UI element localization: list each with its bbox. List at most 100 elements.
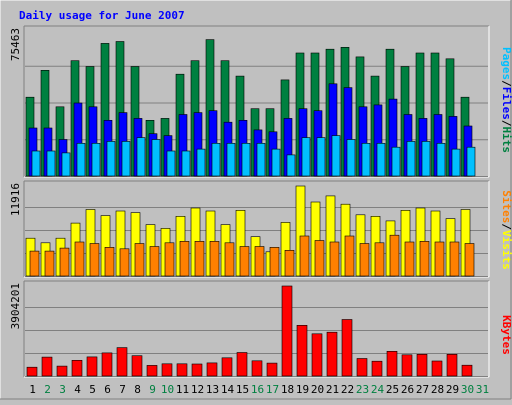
bar-kbytes-day-7 [116, 347, 128, 377]
bar-sites-day-4 [74, 241, 85, 277]
bar-sites-day-28 [434, 241, 445, 277]
panel-kbytes: 3904201 KBytes [9, 280, 512, 378]
x-tick-label: 21 [326, 383, 339, 396]
legend-item: Hits [500, 127, 512, 154]
bar-pages-day-10 [166, 150, 176, 177]
bar-kbytes-day-12 [191, 363, 203, 377]
bar-sites-day-17 [269, 247, 280, 277]
bar-kbytes-day-6 [101, 352, 113, 377]
bar-kbytes-day-11 [176, 363, 188, 377]
legend-kbytes: KBytes [500, 315, 512, 355]
bar-kbytes-day-16 [251, 360, 263, 377]
bar-kbytes-day-20 [311, 333, 323, 377]
bar-kbytes-day-18 [281, 285, 293, 377]
x-tick-label: 4 [74, 383, 81, 396]
bar-kbytes-day-26 [401, 354, 413, 377]
x-tick-label: 26 [401, 383, 414, 396]
bar-sites-day-14 [224, 242, 235, 277]
bar-sites-day-3 [59, 247, 70, 277]
x-tick-label: 8 [134, 383, 141, 396]
panel-visits-sites: 11916 Sites/Visits [9, 180, 512, 278]
bar-kbytes-day-8 [131, 355, 143, 377]
bar-kbytes-day-30 [461, 364, 473, 377]
x-tick-label: 14 [221, 383, 235, 396]
bar-pages-day-25 [391, 146, 401, 177]
x-tick-label: 11 [176, 383, 189, 396]
bar-pages-day-7 [121, 141, 131, 177]
bar-sites-day-11 [179, 241, 190, 277]
bar-kbytes-day-22 [341, 319, 353, 377]
legend-item: Files [500, 87, 512, 120]
bar-pages-day-26 [406, 141, 416, 177]
bar-sites-day-18 [284, 250, 295, 277]
bar-pages-day-21 [331, 135, 341, 177]
bar-sites-day-7 [119, 248, 130, 277]
legend-item: Sites [500, 190, 512, 223]
bar-pages-day-5 [91, 143, 101, 177]
bar-sites-day-6 [104, 247, 115, 277]
x-tick-label: 24 [371, 383, 385, 396]
x-tick-label: 31 [476, 383, 489, 396]
bar-pages-day-9 [151, 139, 161, 177]
bar-kbytes-day-29 [446, 353, 458, 377]
bar-kbytes-day-25 [386, 350, 398, 377]
x-tick-label: 25 [386, 383, 399, 396]
bar-sites-day-5 [89, 243, 100, 277]
bar-sites-day-29 [449, 241, 460, 277]
bar-kbytes-day-17 [266, 362, 278, 377]
x-tick-label: 22 [341, 383, 354, 396]
bar-sites-day-19 [299, 235, 310, 277]
bar-pages-day-16 [256, 143, 266, 177]
bar-sites-day-25 [389, 234, 400, 277]
bar-sites-day-13 [209, 241, 220, 277]
bar-pages-day-15 [241, 143, 251, 177]
bar-sites-day-22 [344, 235, 355, 277]
x-tick-label: 18 [281, 383, 294, 396]
bar-pages-day-4 [76, 143, 86, 177]
bar-pages-day-12 [196, 148, 206, 177]
bar-kbytes-day-28 [431, 360, 443, 377]
bar-sites-day-2 [44, 250, 55, 277]
bar-pages-day-2 [46, 150, 56, 177]
bar-sites-day-9 [149, 246, 160, 277]
chart-title: Daily usage for June 2007 [19, 9, 185, 22]
bar-kbytes-day-13 [206, 362, 218, 377]
bar-kbytes-day-9 [146, 365, 158, 377]
bar-pages-day-29 [451, 148, 461, 177]
x-tick-label: 13 [206, 383, 219, 396]
bar-kbytes-day-27 [416, 353, 428, 377]
x-tick-label: 6 [104, 383, 111, 396]
bar-pages-day-30 [466, 146, 476, 177]
bar-pages-day-14 [226, 143, 236, 177]
bar-pages-day-11 [181, 150, 191, 177]
x-tick-label: 30 [461, 383, 474, 396]
x-tick-label: 5 [89, 383, 96, 396]
bar-pages-day-17 [271, 148, 281, 177]
x-tick-label: 2 [44, 383, 51, 396]
bar-kbytes-day-2 [41, 356, 53, 377]
bar-pages-day-24 [376, 143, 386, 177]
bar-kbytes-day-23 [356, 358, 368, 377]
x-tick-label: 29 [446, 383, 459, 396]
bar-pages-day-22 [346, 139, 356, 177]
x-tick-label: 17 [266, 383, 279, 396]
x-tick-label: 10 [161, 383, 174, 396]
legend-item: / [500, 120, 512, 127]
bar-pages-day-23 [361, 143, 371, 177]
y-max-label: 3904201 [9, 283, 22, 329]
bar-kbytes-day-5 [86, 356, 98, 377]
bar-kbytes-day-19 [296, 324, 308, 377]
bar-pages-day-6 [106, 141, 116, 177]
y-max-label: 11916 [9, 183, 22, 216]
bar-sites-day-23 [359, 243, 370, 277]
bar-kbytes-day-1 [26, 366, 38, 377]
bar-kbytes-day-10 [161, 363, 173, 377]
bar-sites-day-10 [164, 242, 175, 277]
bar-sites-day-15 [239, 246, 250, 277]
bar-pages-day-19 [301, 137, 311, 177]
bar-sites-day-12 [194, 241, 205, 277]
legend-item: KBytes [500, 315, 512, 355]
legend-item: / [500, 223, 512, 230]
bar-pages-day-27 [421, 141, 431, 177]
